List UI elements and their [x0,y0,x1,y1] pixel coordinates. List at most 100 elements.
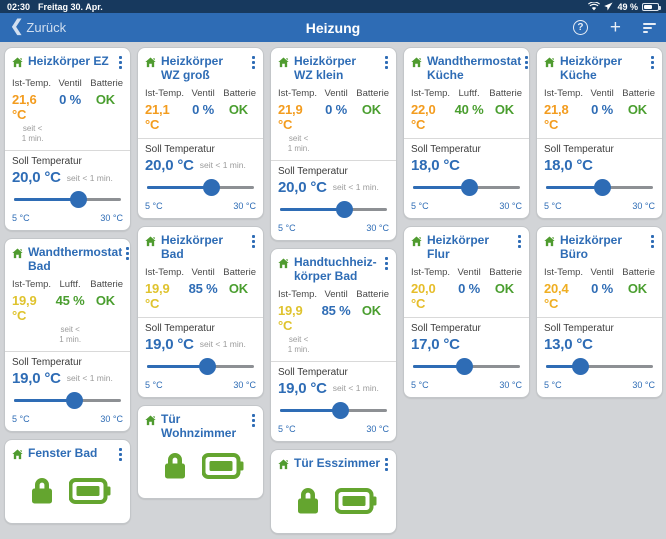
card-header: Wandthermostat Küche [404,48,529,85]
device-title: Tür Esszimmer [294,455,381,470]
card-header: Wandthermostat Bad [5,239,130,276]
slider-max-label: 30 °C [100,213,123,223]
slider-range-labels: 5 °C 30 °C [537,377,662,390]
temperature-slider[interactable] [280,200,387,220]
soll-row: 19,0 °C seit < 1 min. [271,378,396,397]
device-title: Fenster Bad [28,445,98,460]
card-menu-button[interactable] [381,456,390,471]
soll-value: 18,0 °C [411,156,460,174]
card-header: Heizkörper EZ [5,48,130,75]
soll-temperatur-label: Soll Temperatur [145,143,215,155]
soll-seit-label: seit < 1 min. [66,373,113,384]
stats-row: Ist-Temp. 19,9 °C Ventil 85 % Batterie OK [271,286,396,333]
slider-range-labels: 5 °C 30 °C [271,421,396,434]
temperature-slider[interactable] [147,178,254,198]
thermostat-card: Heizkörper WZ klein Ist-Temp. 21,9 °C Vent… [270,47,397,241]
slider-fill [546,185,602,189]
stat-batterie: Batterie OK [356,87,389,117]
temperature-slider[interactable] [413,178,520,198]
device-title: Tür Wohnzimmer [161,411,237,440]
card-menu-button[interactable] [381,255,390,270]
soll-temperatur-label: Soll Temperatur [145,322,215,334]
thermostat-card: Heizkörper Küche Ist-Temp. 21,8 °C Ventil… [536,47,663,219]
slider-thumb[interactable] [203,178,221,196]
slider-fill [280,207,345,211]
card-menu-button[interactable] [514,233,523,248]
slider-min-label: 5 °C [544,379,562,390]
slider-thumb[interactable] [70,191,88,208]
card-menu-button[interactable] [248,233,257,248]
stat-ventil: Ventil 0 % [58,78,82,107]
thermostat-card: Heizkörper Büro Ist-Temp. 20,4 °C Ventil 0… [536,225,663,398]
card-menu-button[interactable] [115,446,124,461]
soll-value: 19,0 °C [145,335,194,353]
temperature-slider[interactable] [546,178,653,198]
soll-value: 17,0 °C [411,335,460,353]
house-icon [12,246,23,264]
sort-button[interactable] [643,22,656,33]
slider-thumb[interactable] [336,200,354,218]
soll-seit-label: seit < 1 min. [66,172,113,183]
stat-ist: Ist-Temp. 22,0 °C [411,87,451,132]
temperature-slider[interactable] [546,357,653,377]
temperature-slider[interactable] [14,391,121,411]
battery-icon [642,2,661,11]
card-menu-button[interactable] [122,245,130,260]
card-menu-button[interactable] [647,233,656,248]
contact-card: Tür Wohnzimmer [137,404,264,500]
slider-thumb[interactable] [331,401,349,419]
stat-ventil: Ventil 0 % [324,87,348,117]
thermostat-card: Wandthermostat Bad Ist-Temp. 19,9 °C Luftf… [4,238,131,432]
add-button[interactable]: + [609,17,621,38]
slider-track[interactable] [546,364,653,368]
slider-thumb[interactable] [572,357,590,375]
card-header: Heizkörper WZ groß [138,48,263,85]
divider [271,360,396,362]
slider-thumb[interactable] [460,178,478,196]
slider-max-label: 30 °C [632,200,655,211]
stats-row: Ist-Temp. 20,4 °C Ventil 0 % Batterie OK [537,264,662,311]
card-menu-button[interactable] [248,54,257,69]
device-title: Handtuchheiz-körper Bad [294,254,377,284]
temperature-slider[interactable] [413,357,520,377]
help-button[interactable]: ? [572,20,588,35]
house-icon [12,55,23,73]
stat-ventil: Luftf. 45 % [55,278,85,308]
soll-value: 19,0 °C [12,369,61,387]
divider [138,316,263,318]
soll-seit-label: seit < 1 min. [332,182,379,193]
slider-min-label: 5 °C [278,423,296,434]
stat-batterie: Batterie OK [356,288,389,318]
card-header: Heizkörper Flur [404,227,529,264]
temperature-slider[interactable] [280,401,387,421]
card-menu-button[interactable] [115,54,124,69]
card-menu-button[interactable] [521,54,529,69]
house-icon [278,55,289,73]
stat-ist: Ist-Temp. 21,8 °C [544,87,584,132]
temperature-slider[interactable] [147,357,254,377]
slider-range-labels: 5 °C 30 °C [138,377,263,390]
battery-percent-label: 49 % [617,1,638,12]
thermostat-card: Heizkörper Flur Ist-Temp. 20,0 °C Ventil 0… [403,225,530,398]
slider-thumb[interactable] [456,357,474,375]
slider-thumb[interactable] [593,178,611,196]
slider-thumb[interactable] [65,391,83,409]
slider-min-label: 5 °C [411,200,429,211]
stats-row: Ist-Temp. 21,8 °C Ventil 0 % Batterie OK [537,85,662,132]
temperature-slider[interactable] [14,190,121,210]
slider-range-labels: 5 °C 30 °C [5,411,130,424]
card-menu-button[interactable] [381,54,390,69]
card-menu-button[interactable] [248,412,257,427]
stat-batterie: Batterie OK [223,87,256,117]
device-title: Heizkörper Bad [161,232,224,262]
card-menu-button[interactable] [647,54,656,69]
thermostat-card: Heizkörper WZ groß Ist-Temp. 21,1 °C Venti… [137,47,264,219]
stats-row: Ist-Temp. 22,0 °C Luftf. 40 % Batterie OK [404,85,529,132]
back-button[interactable]: ❮ Zurück [10,18,66,35]
slider-fill [546,364,581,368]
device-title: Heizkörper Flur [427,232,490,262]
slider-thumb[interactable] [198,357,216,375]
stat-ist: Ist-Temp. 19,9 °C [145,266,185,311]
house-icon [145,234,156,252]
soll-temperatur-label: Soll Temperatur [411,143,481,155]
